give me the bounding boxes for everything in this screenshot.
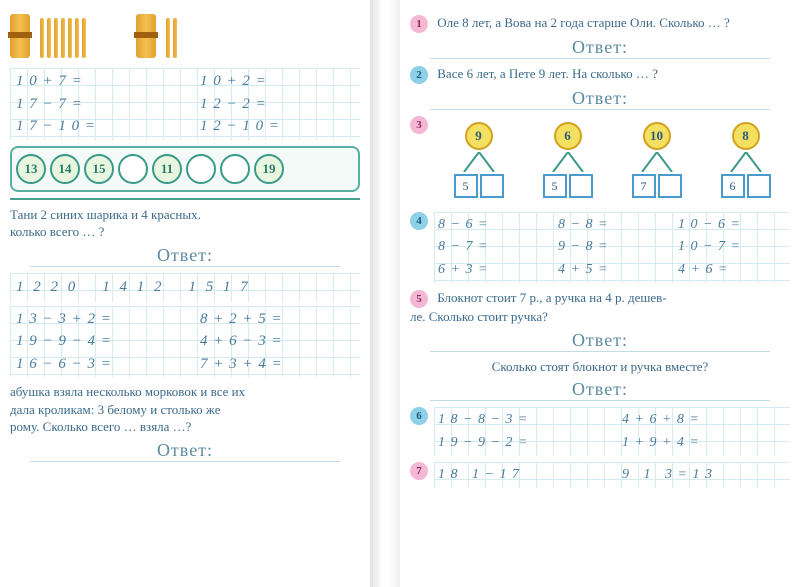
task-number: 1 bbox=[410, 15, 428, 33]
task-6: 6 1 8 − 8 − 3 = 4 + 6 + 8 = 1 9 − 9 − 2 = 1… bbox=[410, 407, 790, 456]
number-circle: 13 bbox=[16, 154, 46, 184]
split-diagram: 86 bbox=[721, 122, 771, 198]
singles-b bbox=[166, 18, 177, 58]
task-5b: Сколько стоят блокнот и ручка вместе? bbox=[410, 358, 790, 376]
equation: 1 8 1 − 1 7 bbox=[438, 464, 602, 486]
task-3: 3 95 65 107 86 bbox=[410, 116, 790, 206]
task-number: 7 bbox=[410, 462, 428, 480]
equation: 1 7 − 7 = bbox=[16, 93, 170, 116]
task-1: 1 Оле 8 лет, а Вова на 2 года старше Оли… bbox=[410, 14, 790, 33]
equation: 1 6 − 6 − 3 = bbox=[16, 353, 170, 376]
equation: 1 0 + 7 = bbox=[16, 70, 170, 93]
number-circle: 15 bbox=[84, 154, 114, 184]
equation: 1 9 − 9 − 2 = bbox=[438, 432, 602, 454]
task-number: 2 bbox=[410, 66, 428, 84]
stick-bundle bbox=[10, 14, 30, 58]
equation: 9 1 3 = 1 3 bbox=[622, 464, 786, 486]
task-5: 5 Блокнот стоит 7 р., а ручка на 4 р. де… bbox=[410, 289, 790, 326]
answer-line: Ответ: bbox=[430, 88, 770, 110]
equation: 8 − 7 = bbox=[438, 236, 546, 258]
equation: 9 − 8 = bbox=[558, 236, 666, 258]
book-spine bbox=[370, 0, 400, 587]
split-diagram: 107 bbox=[632, 122, 682, 198]
number-row: 1 2 2 0 1 4 1 2 1 5 1 7 bbox=[10, 273, 360, 302]
task-7: 7 1 8 1 − 1 7 9 1 3 = 1 3 bbox=[410, 462, 790, 488]
split-diagram: 65 bbox=[543, 122, 593, 198]
equation: 8 − 6 = bbox=[438, 214, 546, 236]
task-number: 3 bbox=[410, 116, 428, 134]
equation: 8 − 8 = bbox=[558, 214, 666, 236]
equation: 1 7 − 1 0 = bbox=[16, 115, 170, 138]
equation: 1 0 + 2 = bbox=[200, 70, 354, 93]
equation: 8 + 2 + 5 = bbox=[200, 308, 354, 331]
answer-line: Ответ: bbox=[430, 379, 770, 401]
singles-a bbox=[40, 18, 86, 58]
number-circle: 19 bbox=[254, 154, 284, 184]
left-page: 1 0 + 7 =1 7 − 7 =1 7 − 1 0 = 1 0 + 2 =1… bbox=[0, 0, 370, 587]
equation: 1 2 − 1 0 = bbox=[200, 115, 354, 138]
equation: 4 + 6 = bbox=[678, 259, 786, 281]
eq-block-mid: 1 3 − 3 + 2 =1 9 − 9 − 4 =1 6 − 6 − 3 = … bbox=[10, 306, 360, 378]
task-2: 2 Васе 6 лет, а Пете 9 лет. На сколько …… bbox=[410, 65, 790, 84]
equation: 4 + 5 = bbox=[558, 259, 666, 281]
stick-bundle bbox=[136, 14, 156, 58]
number-circle bbox=[118, 154, 148, 184]
equation: 4 + 6 − 3 = bbox=[200, 330, 354, 353]
split-diagram: 95 bbox=[454, 122, 504, 198]
number-circle: 14 bbox=[50, 154, 80, 184]
equation: 4 + 6 + 8 = bbox=[622, 409, 786, 431]
equation: 1 0 − 7 = bbox=[678, 236, 786, 258]
answer-line: Ответ: bbox=[30, 245, 340, 267]
task-balls: Тани 2 синих шарика и 4 красных. колько … bbox=[10, 206, 360, 241]
divider bbox=[10, 198, 360, 200]
number-circles: 131415 11 19 bbox=[10, 146, 360, 192]
equation: 6 + 3 = bbox=[438, 259, 546, 281]
task-number: 4 bbox=[410, 212, 428, 230]
sticks-row bbox=[10, 14, 360, 58]
equation: 1 8 − 8 − 3 = bbox=[438, 409, 602, 431]
equation: 1 3 − 3 + 2 = bbox=[16, 308, 170, 331]
task-4: 4 8 − 6 = 8 − 8 = 1 0 − 6 = 8 − 7 = 9 − 8 = 1… bbox=[410, 212, 790, 283]
equation: 7 + 3 + 4 = bbox=[200, 353, 354, 376]
task-number: 6 bbox=[410, 407, 428, 425]
equation: 1 2 − 2 = bbox=[200, 93, 354, 116]
equation: 1 0 − 6 = bbox=[678, 214, 786, 236]
eq-block-top: 1 0 + 7 =1 7 − 7 =1 7 − 1 0 = 1 0 + 2 =1… bbox=[10, 68, 360, 140]
answer-line: Ответ: bbox=[30, 440, 340, 462]
number-circle: 11 bbox=[152, 154, 182, 184]
task-number: 5 bbox=[410, 290, 428, 308]
number-circle bbox=[220, 154, 250, 184]
equation: 1 + 9 + 4 = bbox=[622, 432, 786, 454]
right-page: 1 Оле 8 лет, а Вова на 2 года старше Оли… bbox=[400, 0, 800, 587]
number-circle bbox=[186, 154, 216, 184]
equation: 1 9 − 9 − 4 = bbox=[16, 330, 170, 353]
answer-line: Ответ: bbox=[430, 37, 770, 59]
answer-line: Ответ: bbox=[430, 330, 770, 352]
task-carrots: абушка взяла несколько морковок и все их… bbox=[10, 383, 360, 436]
